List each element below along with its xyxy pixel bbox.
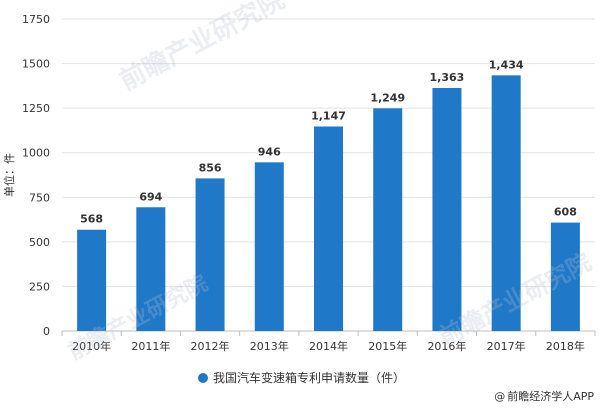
bar — [254, 162, 284, 331]
bar-value-label: 1,147 — [311, 110, 346, 123]
x-tick-label: 2017年 — [487, 339, 526, 353]
y-tick-label: 1250 — [22, 102, 50, 115]
y-tick-label: 500 — [29, 236, 50, 249]
bar-value-label: 694 — [139, 190, 162, 203]
credit: @ 前瞻经济学人APP — [494, 388, 594, 404]
bar-value-label: 568 — [80, 213, 103, 226]
x-axis: 2010年 2011年 2012年 2013年 2014年 2015年 2016年 2017年… — [61, 331, 596, 353]
bar — [491, 75, 521, 331]
legend-label: 我国汽车变速箱专利申请数量（件） — [213, 370, 405, 385]
credit-text: 前瞻经济学人APP — [507, 390, 594, 403]
x-tick-label: 2010年 — [72, 339, 111, 353]
at-icon: @ — [494, 390, 506, 403]
x-tick-label: 2014年 — [309, 339, 348, 353]
x-tick-label: 2018年 — [546, 339, 585, 353]
x-tick-label: 2012年 — [191, 339, 230, 353]
bar — [77, 229, 107, 331]
bar — [195, 178, 225, 331]
y-tick-label: 750 — [29, 191, 50, 204]
y-tick-label: 1000 — [22, 147, 50, 160]
x-tick-label: 2013年 — [250, 339, 289, 353]
bar-value-label: 1,434 — [489, 58, 524, 71]
bar — [314, 126, 343, 331]
y-tick-label: 1750 — [22, 13, 50, 26]
x-tick-label: 2016年 — [427, 339, 466, 353]
y-axis-label: 单位：件 — [2, 153, 16, 197]
bar — [550, 222, 580, 331]
bar-value-label: 856 — [199, 161, 222, 174]
y-axis: 0 250 500 750 1000 1250 1500 1750 — [22, 13, 50, 338]
bar-value-label: 1,249 — [370, 91, 405, 104]
bar-value-label: 946 — [258, 145, 281, 158]
y-tick-label: 0 — [43, 325, 50, 338]
legend: 我国汽车变速箱专利申请数量（件） — [198, 370, 405, 385]
bar — [432, 87, 462, 331]
bar-value-label: 1,363 — [430, 71, 465, 84]
legend-marker — [198, 373, 208, 383]
bar — [136, 207, 166, 331]
x-tick-label: 2015年 — [368, 339, 407, 353]
bar-value-label: 608 — [554, 206, 577, 219]
bar — [373, 108, 403, 332]
x-tick-label: 2011年 — [131, 339, 170, 353]
bars: 568 694 856 946 1,147 1,249 1,363 1,434 608 — [77, 58, 580, 332]
y-tick-label: 250 — [29, 280, 50, 293]
y-tick-label: 1500 — [22, 58, 50, 71]
